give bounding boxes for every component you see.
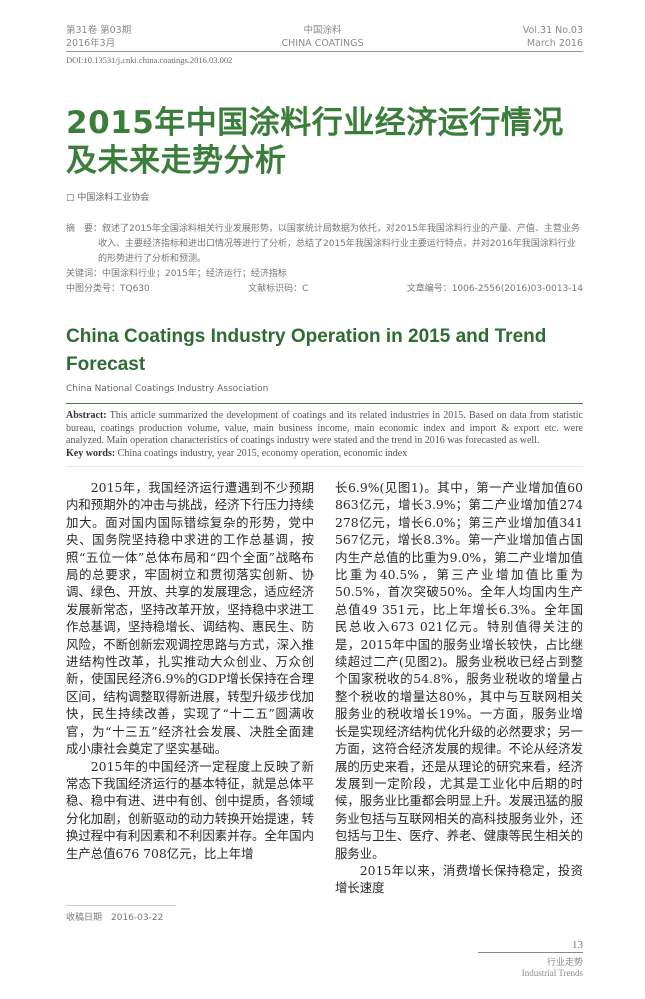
en-abstract-text: This article summarized the development … — [66, 410, 583, 446]
clc-number: 中图分类号：TQ630 — [66, 284, 150, 294]
english-title: China Coatings Industry Operation in 201… — [66, 326, 547, 375]
article-title: 2015年中国涂料行业经济运行情况及未来走势分析 — [66, 105, 564, 179]
english-abstract: Abstract: This article summarized the de… — [66, 410, 583, 460]
footnote-rule — [66, 904, 176, 906]
journal-name-en: CHINA COATINGS — [281, 38, 364, 49]
doi: DOI:10.13531/j.cnki.china.coatings.2016.… — [66, 55, 233, 65]
abstract-bottom-rule — [66, 466, 583, 467]
en-keywords-text: China coatings industry, year 2015, econ… — [115, 447, 408, 459]
page-footer: 13 行业走势 Industrial Trends — [478, 938, 583, 979]
en-abstract-label: Abstract: — [66, 410, 107, 421]
footer-rule — [478, 951, 583, 953]
article-number: 文章编号：1006-2556(2016)03-0013-14 — [406, 284, 583, 294]
section-en: Industrial Trends — [521, 967, 583, 978]
section-label: 行业走势 Industrial Trends — [478, 957, 583, 979]
page-number: 13 — [572, 938, 583, 951]
volume-issue: 第31卷 第03期 — [66, 25, 132, 36]
received-date: 收稿日期 2016-03-22 — [66, 912, 164, 923]
issue-info-en: Vol.31 No.03 March 2016 — [523, 24, 583, 50]
journal-name-cn: 中国涂料 — [303, 25, 342, 36]
abstract-label: 摘 要： — [66, 224, 103, 234]
body-paragraph: 2015年的中国经济一定程度上反映了新常态下我国经济运行的基本特征，就是总体平稳… — [66, 758, 314, 861]
en-keywords-label: Key words: — [66, 447, 116, 459]
document-code: 文献标识码：C — [248, 284, 309, 294]
body-paragraph: 长6.9%(见图1)。其中，第一产业增加值60 863亿元，增长3.9%；第二产… — [335, 480, 583, 861]
keywords: 关键词：中国涂料行业；2015年；经济运行；经济指标 — [66, 269, 287, 279]
body-column-right: 长6.9%(见图1)。其中，第一产业增加值60 863亿元，增长3.9%；第二产… — [335, 479, 583, 897]
body-columns: 2015年，我国经济运行遭遇到不少预期内和预期外的冲击与挑战，经济下行压力持续加… — [66, 479, 583, 897]
abstract-text: 叙述了2015年全国涂料相关行业发展形势，以国家统计局数据为依托，对2015年我… — [98, 224, 580, 264]
abstract-top-rule — [66, 403, 583, 404]
article-meta: 关键词：中国涂料行业；2015年；经济运行；经济指标 中图分类号：TQ630 文… — [66, 267, 583, 297]
issue-date: 2016年3月 — [66, 38, 116, 49]
issue-info: 第31卷 第03期 2016年3月 — [66, 24, 131, 50]
body-paragraph: 2015年，我国经济运行遭遇到不少预期内和预期外的冲击与挑战，经济下行压力持续加… — [66, 480, 314, 757]
english-author: China National Coatings Industry Associa… — [66, 384, 269, 394]
chinese-abstract: 摘 要：叙述了2015年全国涂料相关行业发展形势，以国家统计局数据为依托，对20… — [66, 222, 583, 267]
body-paragraph: 2015年以来，消费增长保持稳定，投资增长速度 — [335, 862, 583, 896]
author: □ 中国涂料工业协会 — [66, 193, 150, 203]
header-rule — [66, 51, 583, 52]
journal-name: 中国涂料 CHINA COATINGS — [230, 24, 415, 50]
body-column-left: 2015年，我国经济运行遭遇到不少预期内和预期外的冲击与挑战，经济下行压力持续加… — [66, 479, 314, 897]
article-content: DOI:10.13531/j.cnki.china.coatings.2016.… — [66, 0, 583, 999]
section-cn: 行业走势 — [546, 956, 583, 967]
volume-issue-en: Vol.31 No.03 — [522, 25, 583, 36]
issue-date-en: March 2016 — [526, 38, 583, 49]
